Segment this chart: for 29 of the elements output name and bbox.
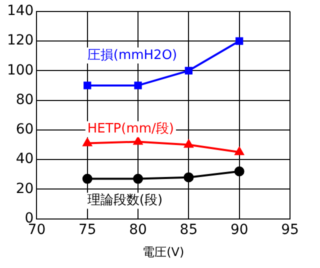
x-tick-label: 95: [281, 222, 299, 238]
series-label: 理論段数(段): [87, 193, 163, 208]
point: [234, 147, 244, 156]
series-label: 圧損(mmH2O): [87, 48, 178, 63]
x-tick-label: 75: [78, 222, 96, 238]
y-tick-label: 100: [6, 62, 34, 78]
y-tick-label: 140: [6, 3, 34, 20]
point: [82, 138, 92, 146]
x-axis-title: 電圧(V): [142, 244, 184, 259]
y-tick-label: 80: [16, 92, 34, 108]
point: [134, 82, 142, 90]
x-tick-label: 90: [230, 222, 248, 238]
point: [184, 172, 194, 182]
x-tick-label: 70: [28, 222, 46, 238]
y-tick-label: 60: [16, 122, 34, 138]
y-tick-label: 20: [16, 180, 34, 197]
point: [134, 136, 142, 145]
point: [234, 166, 244, 176]
y-tick-label: 40: [16, 151, 34, 168]
series-label: HETP(mm/段): [87, 122, 174, 137]
point: [84, 82, 92, 90]
point: [82, 174, 92, 184]
point: [236, 37, 244, 45]
point: [184, 66, 193, 74]
point: [133, 174, 144, 184]
y-tick-label: 120: [6, 32, 34, 49]
point: [184, 140, 194, 148]
x-tick-label: 85: [180, 222, 198, 238]
x-tick-label: 80: [129, 222, 147, 238]
